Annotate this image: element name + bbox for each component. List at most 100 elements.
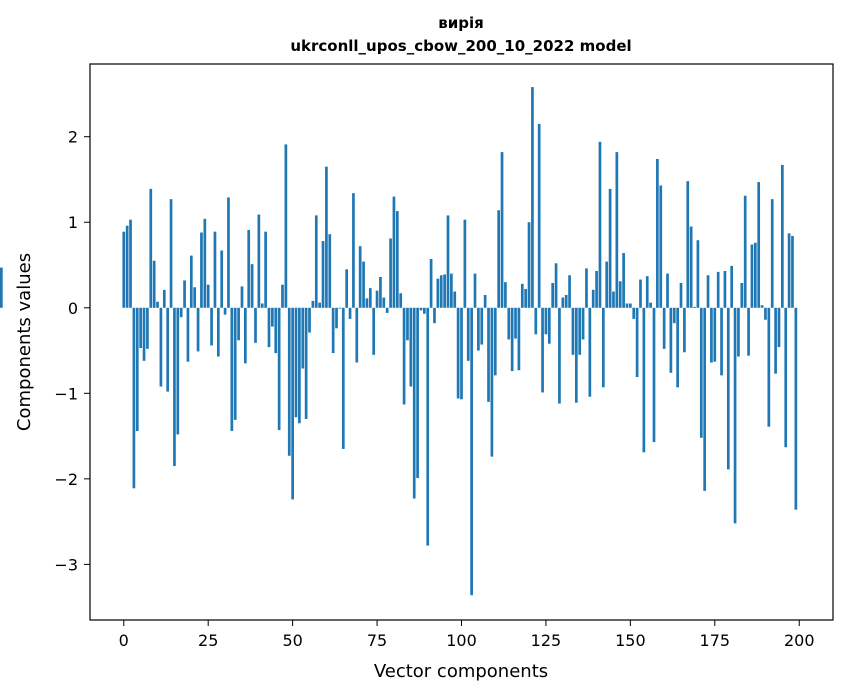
bar-61: [328, 234, 332, 308]
bar-72: [365, 298, 369, 308]
bar-173: [706, 275, 710, 308]
bar-114: [507, 307, 511, 340]
bar-46: [277, 307, 281, 431]
bar-75: [375, 290, 379, 308]
bar-45: [274, 307, 278, 354]
bar-77: [382, 297, 386, 308]
y-tick-label: 0: [68, 299, 78, 318]
bar-113: [504, 282, 507, 308]
bar-123: [537, 123, 541, 308]
bar-144: [608, 188, 612, 308]
bar-193: [774, 307, 777, 374]
bar-38: [250, 264, 254, 308]
x-tick-label: 25: [198, 631, 218, 650]
bar-3: [132, 307, 136, 489]
bar-145: [612, 291, 615, 308]
bar-51: [294, 307, 298, 418]
bar-172: [703, 307, 707, 491]
bar-93: [436, 278, 440, 308]
bar-series: [0, 87, 798, 596]
bar-66: [345, 269, 349, 308]
bar-166: [683, 307, 686, 353]
bar-undefined: [0, 267, 3, 308]
bar-108: [487, 307, 490, 402]
bar-187: [753, 242, 757, 308]
bar-119: [524, 288, 528, 308]
bar-184: [743, 195, 747, 308]
bar-49: [287, 307, 291, 456]
bar-36: [244, 307, 247, 364]
bar-156: [649, 302, 652, 308]
bar-92: [433, 307, 436, 324]
bar-183: [740, 282, 744, 308]
bar-90: [426, 307, 430, 546]
bar-139: [591, 289, 595, 308]
bar-197: [787, 233, 791, 308]
bar-43: [267, 307, 271, 348]
bar-21: [193, 287, 197, 308]
bar-2: [129, 219, 132, 308]
bar-188: [757, 182, 761, 308]
bar-35: [240, 286, 244, 308]
bar-83: [402, 307, 406, 405]
bar-33: [233, 307, 237, 420]
bar-29: [220, 250, 224, 308]
y-tick-label: 1: [68, 213, 78, 232]
bar-28: [216, 307, 220, 357]
y-tick-label: −3: [54, 555, 78, 574]
bar-190: [764, 307, 767, 320]
bar-135: [578, 307, 582, 355]
bar-153: [639, 279, 642, 308]
bar-196: [784, 307, 788, 448]
bar-37: [247, 229, 251, 308]
bar-147: [618, 281, 622, 308]
bar-126: [547, 307, 551, 344]
bar-9: [152, 260, 156, 308]
bar-1: [125, 225, 129, 308]
bar-162: [669, 307, 673, 373]
y-tick-label: 2: [68, 128, 78, 147]
bar-34: [237, 307, 240, 341]
bar-152: [635, 307, 639, 378]
bar-182: [737, 307, 740, 357]
bar-59: [321, 241, 325, 308]
bar-160: [662, 307, 666, 349]
bar-191: [767, 307, 771, 427]
bar-186: [750, 244, 754, 308]
bar-91: [429, 259, 433, 308]
bar-55: [308, 307, 311, 333]
bar-70: [358, 246, 362, 308]
bar-154: [642, 307, 646, 453]
bar-178: [723, 271, 727, 308]
bar-110: [493, 307, 497, 376]
bar-25: [206, 284, 210, 308]
bar-192: [770, 199, 774, 308]
bar-159: [659, 185, 663, 308]
x-tick-label: 150: [615, 631, 646, 650]
bar-137: [585, 268, 588, 308]
bar-27: [213, 231, 217, 308]
bar-171: [699, 307, 703, 438]
bar-103: [470, 307, 473, 596]
bar-7: [146, 307, 149, 349]
bar-80: [392, 196, 396, 308]
bar-109: [490, 307, 494, 457]
bar-44: [271, 307, 274, 327]
bar-143: [605, 261, 609, 308]
bar-41: [260, 303, 264, 308]
bar-17: [179, 307, 183, 318]
bar-120: [527, 222, 531, 308]
bar-84: [406, 307, 409, 341]
bar-87: [416, 307, 419, 478]
bar-11: [159, 307, 163, 387]
bar-95: [443, 274, 446, 308]
x-tick-label: 100: [446, 631, 477, 650]
bar-134: [574, 307, 578, 403]
bar-158: [656, 158, 659, 308]
bar-82: [399, 293, 403, 308]
bar-129: [558, 307, 561, 404]
bar-30: [223, 307, 227, 315]
bar-24: [203, 218, 207, 308]
bar-102: [466, 307, 470, 361]
bar-106: [480, 307, 484, 345]
